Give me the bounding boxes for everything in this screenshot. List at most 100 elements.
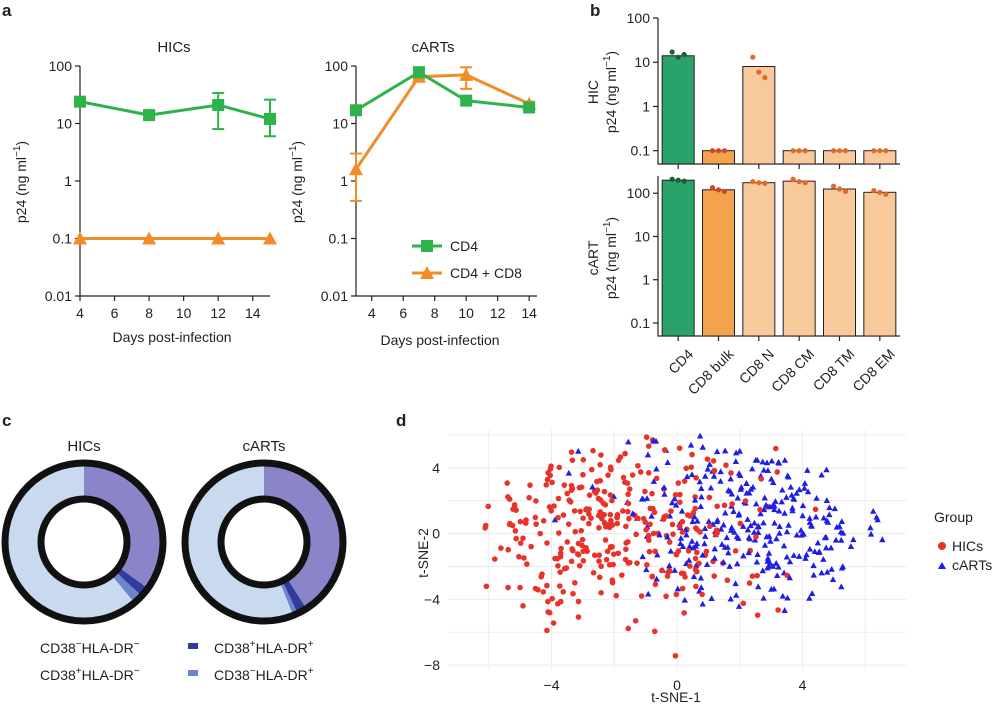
b-cart-xtick-label: CD8 CM [768,346,817,395]
tsne-point-hic [623,540,629,546]
tsne-point-cart [683,531,690,538]
tsne-point-cart [551,516,559,523]
b-cart-bar-point [836,186,843,192]
tsne-point-cart [697,574,705,581]
b-cart-bar-point [796,179,802,185]
tsne-point-cart [804,488,812,495]
tsne-legend-hics-label: HICs [952,538,983,554]
tsne-point-hic [597,497,604,503]
legend-neg-neg-label: CD38−HLA-DR− [40,639,140,656]
b-cart-bar [742,182,776,337]
tsne-point-cart [789,504,796,511]
tsne-point-hic [645,443,652,449]
tsne-point-cart [720,521,727,528]
b-cart-bar-point [715,187,722,193]
donut-charts [1,459,347,625]
tsne-point-cart [650,478,658,484]
tsne-point-cart [725,487,732,493]
tsne-point-hic [544,540,550,546]
tsne-point-cart [753,558,761,565]
b-hic-bar-point [842,148,849,154]
tsne-point-hic [575,614,582,620]
tsne-point-hic [511,502,518,508]
tsne-point-cart [838,536,845,543]
a-hics-point-triangle [211,231,226,245]
tsne-point-hic [642,488,648,495]
tsne-point-hic [580,557,587,564]
tsne-point-cart [867,530,875,537]
tsne-point-cart [704,465,711,472]
tsne-point-cart [711,554,718,561]
tsne-point-hic [607,544,614,551]
tsne-point-cart [713,448,721,455]
a-carts-xtick-label: 10 [458,305,474,321]
tsne-point-hic [681,478,688,484]
tsne-point-hic [539,571,545,577]
tsne-point-hic [482,525,488,531]
b-hic-bar-point [790,148,796,154]
tsne-point-hic [533,521,539,527]
tsne-point-hic [713,531,719,538]
a-carts-point-triangle [459,67,474,81]
b-cart-axes [657,176,900,337]
tsne-point-cart [710,472,718,479]
tsne-point-cart [717,477,724,484]
tsne-point-hic [564,539,571,545]
tsne-point-hic [579,536,586,543]
tsne-point-hic [561,565,568,572]
tsne-point-hic [513,535,519,542]
tsne-point-hic [614,514,620,520]
b-cart-bar-point [681,178,687,184]
chart-a-hics: HICs 100 10 1 0.1 0.014 6 8 10 12 14 Days post-in… [12,39,277,345]
a-hics-ytick-label: 0.01 [45,288,72,304]
a-hics-ytick-label: 10 [56,116,72,132]
tsne-point-cart [823,466,830,473]
chart-b-cart-ylabel-top: cART [585,240,601,275]
tsne-point-hic [675,548,682,554]
tsne-point-cart [699,551,706,558]
tsne-point-cart [802,555,809,561]
donut-slice [115,567,148,597]
tsne-point-hic [590,570,597,576]
tsne-point-cart [735,535,742,541]
b-cart-bar-point [756,180,762,186]
tsne-point-hic [524,561,530,567]
tsne-point-hic [646,548,653,555]
chart-a-carts-legend: CD4 CD4 + CD8 [412,238,522,281]
tsne-ytick-label: −8 [424,657,440,673]
tsne-point-cart [726,563,733,569]
tsne-point-hic [754,572,760,579]
tsne-point-hic [537,530,543,537]
tsne-legend-carts-label: cARTs [952,557,992,573]
tsne-point-cart [768,457,776,464]
tsne-point-hic [615,550,622,557]
tsne-point-hic [571,508,578,514]
tsne-point-hic [576,562,583,569]
tsne-point-hic [546,504,553,510]
tsne-point-hic [596,552,603,558]
tsne-point-cart [771,506,778,513]
tsne-point-cart [813,494,820,501]
tsne-point-hic [774,469,781,475]
tsne-point-cart [671,567,678,573]
tsne-point-hic [544,627,550,634]
tsne-ytick-label: 0 [432,526,440,542]
tsne-point-hic [603,556,610,563]
tsne-point-cart [565,469,573,476]
tsne-point-hic [607,464,614,470]
tsne-point-hic [578,527,585,534]
panel-letter-c: c [2,411,11,430]
tsne-point-hic [692,555,699,562]
tsne-point-hic [668,508,674,514]
tsne-point-cart [653,465,660,472]
tsne-point-hic [521,555,527,561]
tsne-point-hic [609,497,615,504]
chart-b-cart-ylabel: p24 (ng ml−1) [602,217,619,299]
tsne-point-hic [598,452,604,458]
tsne-point-cart [694,517,701,524]
tsne-point-hic [692,505,698,512]
tsne-point-hic [520,535,526,542]
tsne-point-cart [681,596,688,603]
tsne-point-hic [724,577,731,584]
a-hics-point-square [212,98,225,111]
